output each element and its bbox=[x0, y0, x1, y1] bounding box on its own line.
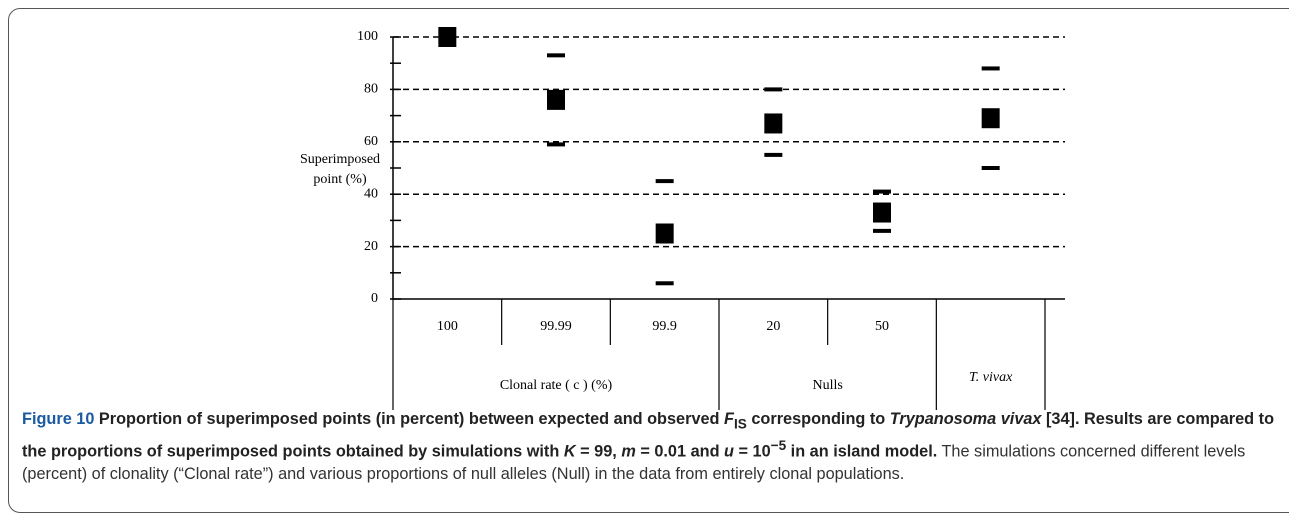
median-marker bbox=[655, 223, 674, 244]
upper-bound bbox=[981, 66, 1000, 71]
x-tick-label: 20 bbox=[766, 319, 780, 334]
lower-bound bbox=[655, 281, 674, 286]
lower-bound bbox=[764, 152, 783, 157]
caption-text: The simulations concerned different leve… bbox=[22, 442, 1246, 483]
caption-text: = 99, bbox=[575, 442, 622, 461]
y-axis-label: point (%) bbox=[313, 172, 367, 187]
caption-text: [34]. Results are compared to the propor… bbox=[22, 410, 1275, 461]
upper-bound bbox=[547, 53, 565, 58]
figure-label: Figure 10 bbox=[22, 410, 95, 428]
median-marker bbox=[547, 89, 565, 110]
caption-text: Trypanosoma vivax bbox=[889, 410, 1042, 428]
y-axis-label: Superimposed bbox=[300, 152, 380, 167]
caption-text: m bbox=[621, 442, 636, 461]
upper-bound bbox=[764, 87, 783, 92]
y-tick-label: 60 bbox=[364, 134, 378, 149]
caption-text: F bbox=[724, 410, 734, 428]
chart: Superimposed point (%) 0 20 40 60 80 100 Clona… bbox=[300, 27, 1065, 410]
caption-text: u bbox=[724, 442, 734, 461]
caption-text: in an island model. bbox=[786, 442, 938, 461]
y-tick-label: 0 bbox=[371, 291, 378, 306]
median-marker bbox=[764, 113, 783, 134]
caption-text: IS bbox=[733, 416, 747, 432]
x-tick-label: 99.9 bbox=[652, 319, 677, 334]
group-label: Nulls bbox=[812, 378, 842, 393]
upper-bound bbox=[873, 189, 891, 194]
y-tick-label: 80 bbox=[364, 82, 378, 97]
lower-bound bbox=[981, 166, 1000, 170]
caption: Figure 10 Proportion of superimposed poi… bbox=[22, 408, 1277, 485]
x-tick-label: 99.99 bbox=[540, 319, 572, 334]
x-tick-label: 100 bbox=[437, 319, 458, 334]
y-tick-label: 20 bbox=[364, 239, 378, 254]
y-tick-label: 100 bbox=[357, 29, 378, 44]
x-tick-label: 50 bbox=[875, 319, 889, 334]
caption-text: K bbox=[563, 442, 576, 461]
upper-bound bbox=[655, 179, 674, 184]
lower-bound bbox=[547, 142, 565, 147]
figure-frame bbox=[8, 8, 1289, 513]
group-label: Clonal rate ( c ) (%) bbox=[500, 378, 613, 393]
group-label: T. vivax bbox=[969, 370, 1013, 385]
median-marker bbox=[438, 27, 457, 47]
median-marker bbox=[873, 202, 891, 223]
caption-text: = 0.01 and bbox=[635, 442, 725, 461]
caption-text: Proportion of superimposed points (in pe… bbox=[94, 410, 725, 428]
caption-text: corresponding to bbox=[746, 410, 890, 428]
caption-text: = 10 bbox=[734, 442, 771, 461]
caption-text: −5 bbox=[770, 438, 787, 454]
y-tick-label: 40 bbox=[364, 186, 378, 201]
median-marker bbox=[981, 108, 1000, 129]
lower-bound bbox=[873, 228, 891, 233]
